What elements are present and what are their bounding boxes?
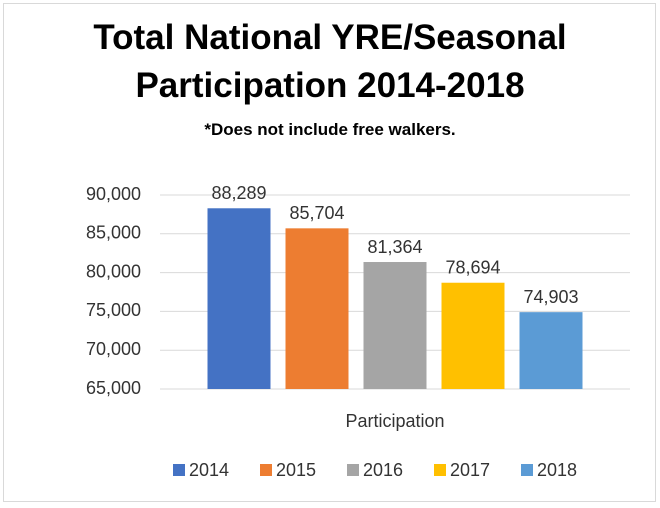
legend-label: 2014 (189, 460, 229, 480)
value-label: 88,289 (211, 183, 266, 203)
y-tick-label: 70,000 (86, 339, 141, 359)
bar (519, 312, 583, 389)
bar (441, 282, 505, 389)
legend-swatch (173, 464, 185, 476)
y-tick-label: 80,000 (86, 261, 141, 281)
bar (207, 208, 271, 389)
legend-label: 2016 (363, 460, 403, 480)
legend-swatch (521, 464, 533, 476)
chart-border (3, 3, 656, 502)
bar (363, 262, 427, 389)
legend-label: 2018 (537, 460, 577, 480)
legend-swatch (434, 464, 446, 476)
legend-swatch (347, 464, 359, 476)
chart-title: Total National YRE/Seasonal Participatio… (93, 18, 567, 105)
y-tick-label: 90,000 (86, 184, 141, 204)
chart-subtitle: *Does not include free walkers. (204, 120, 456, 139)
y-tick-label: 65,000 (86, 378, 141, 398)
x-tick-label: Participation (345, 411, 444, 431)
bar (285, 228, 349, 389)
value-label: 74,903 (523, 287, 578, 307)
y-tick-label: 85,000 (86, 223, 141, 243)
value-label: 85,704 (289, 203, 344, 223)
y-tick-label: 75,000 (86, 300, 141, 320)
value-label: 78,694 (445, 257, 500, 277)
legend-swatch (260, 464, 272, 476)
legend-label: 2015 (276, 460, 316, 480)
legend-label: 2017 (450, 460, 490, 480)
value-label: 81,364 (367, 237, 422, 257)
